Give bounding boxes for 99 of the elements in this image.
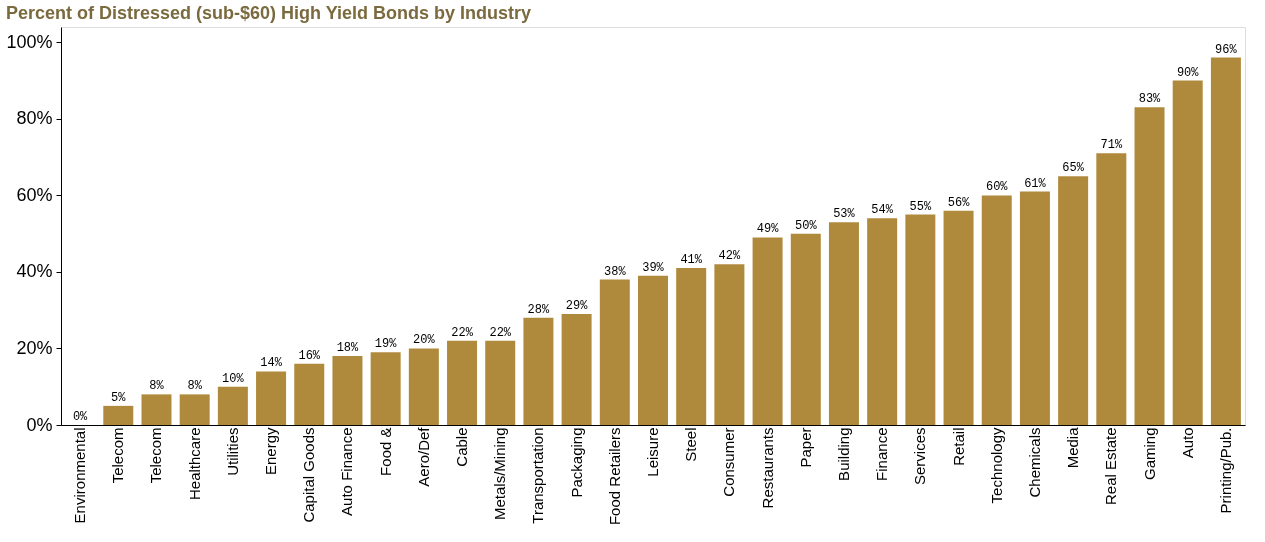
bar [1172, 80, 1203, 425]
x-tick-label: Food Retailers [605, 427, 623, 526]
x-tick-label: Services [911, 427, 929, 486]
bar [943, 210, 974, 425]
x-tick-label: Packaging [567, 427, 585, 498]
data-label: 28% [527, 302, 551, 317]
x-tick-label: Leisure [644, 427, 661, 477]
x-tick-label: Printing/Pub. [1216, 427, 1234, 514]
bar [103, 405, 134, 425]
bar [141, 394, 172, 425]
bar [1096, 153, 1127, 425]
data-label: 38% [604, 264, 627, 279]
bar [370, 352, 401, 425]
bar [867, 218, 898, 425]
data-label: 60% [985, 180, 1009, 195]
x-tick-label: Cable [453, 427, 471, 467]
x-tick-label: Building [834, 427, 852, 481]
data-label: 8% [187, 379, 203, 394]
data-label: 39% [642, 260, 665, 275]
data-label: 5% [111, 390, 127, 405]
data-label: 71% [1100, 138, 1123, 153]
x-tick-label: Energy [262, 427, 280, 476]
data-label: 14% [260, 356, 283, 371]
x-tick-label: Capital Goods [300, 427, 318, 523]
bar [1019, 191, 1050, 425]
y-tick-label: 100% [6, 31, 53, 52]
bar [1134, 107, 1165, 425]
bar [523, 317, 554, 425]
bar [905, 214, 936, 425]
x-tick-label: Environmental [71, 427, 89, 524]
data-label: 65% [1062, 161, 1085, 176]
data-label: 55% [909, 199, 932, 214]
data-label: 16% [298, 348, 321, 363]
bar [828, 222, 859, 425]
data-label: 90% [1176, 65, 1200, 80]
bar [714, 264, 745, 425]
data-label: 22% [489, 325, 512, 340]
data-label: 8% [149, 379, 165, 394]
chart-title: Percent of Distressed (sub-$60) High Yield Bonds by Industry [5, 3, 532, 23]
x-tick-label: Chemicals [1025, 427, 1043, 498]
data-label: 20% [413, 333, 436, 348]
data-label: 50% [794, 218, 818, 233]
x-tick-label: Technology [987, 427, 1005, 504]
x-tick-label: Auto [1178, 427, 1196, 459]
x-tick-label: Telecom [109, 427, 127, 484]
bar [179, 394, 210, 425]
x-tick-label: Utilities [223, 427, 241, 476]
x-tick-label: Telecom [147, 427, 165, 484]
x-tick-label: Paper [796, 427, 814, 468]
bar [561, 314, 592, 425]
x-tick-label: Auto Finance [338, 427, 356, 516]
data-label: 83% [1138, 92, 1162, 107]
x-tick-label: Retail [949, 427, 967, 466]
x-tick-label: Consumer [720, 427, 738, 497]
bar [638, 275, 668, 425]
x-tick-label: Gaming [1140, 427, 1158, 481]
y-tick-label: 60% [16, 184, 53, 205]
data-label: 22% [451, 325, 474, 340]
data-label: 10% [222, 371, 245, 386]
x-tick-label: Healthcare [185, 427, 203, 501]
x-tick-label: Restaurants [758, 427, 776, 509]
data-label: 61% [1024, 176, 1047, 191]
bar [1058, 176, 1089, 425]
bar [676, 268, 707, 425]
bar [981, 195, 1012, 425]
x-tick-label: Media [1064, 426, 1082, 469]
data-label: 54% [871, 203, 894, 218]
data-label: 18% [336, 341, 360, 356]
bar [485, 340, 516, 425]
data-label: 19% [374, 337, 398, 352]
data-label: 29% [565, 299, 589, 314]
bar [447, 340, 478, 425]
data-label: 56% [947, 195, 971, 210]
bar [217, 386, 248, 425]
data-label: 96% [1215, 42, 1238, 57]
data-label: 49% [756, 222, 780, 237]
bar [790, 233, 821, 425]
y-tick-label: 40% [16, 261, 53, 282]
bar [1210, 57, 1241, 425]
bar [408, 348, 439, 425]
x-tick-label: Transportation [529, 427, 547, 524]
x-tick-label: Finance [873, 427, 891, 481]
y-tick-label: 0% [26, 414, 53, 435]
x-tick-label: Food & [376, 427, 394, 476]
bar [256, 371, 287, 425]
x-tick-label: Metals/Mining [491, 427, 509, 521]
bar [332, 356, 363, 425]
x-tick-label: Aero/Def [414, 426, 432, 487]
x-tick-label: Steel [682, 427, 700, 462]
bar [752, 237, 783, 425]
y-tick-label: 20% [16, 337, 53, 358]
y-tick-label: 80% [16, 108, 53, 129]
bar [294, 363, 325, 425]
bar [599, 279, 630, 425]
data-label: 41% [680, 253, 703, 268]
x-tick-label: Real Estate [1102, 427, 1120, 506]
data-label: 42% [718, 249, 741, 264]
data-label: 53% [833, 207, 856, 222]
data-label: 0% [72, 410, 89, 424]
